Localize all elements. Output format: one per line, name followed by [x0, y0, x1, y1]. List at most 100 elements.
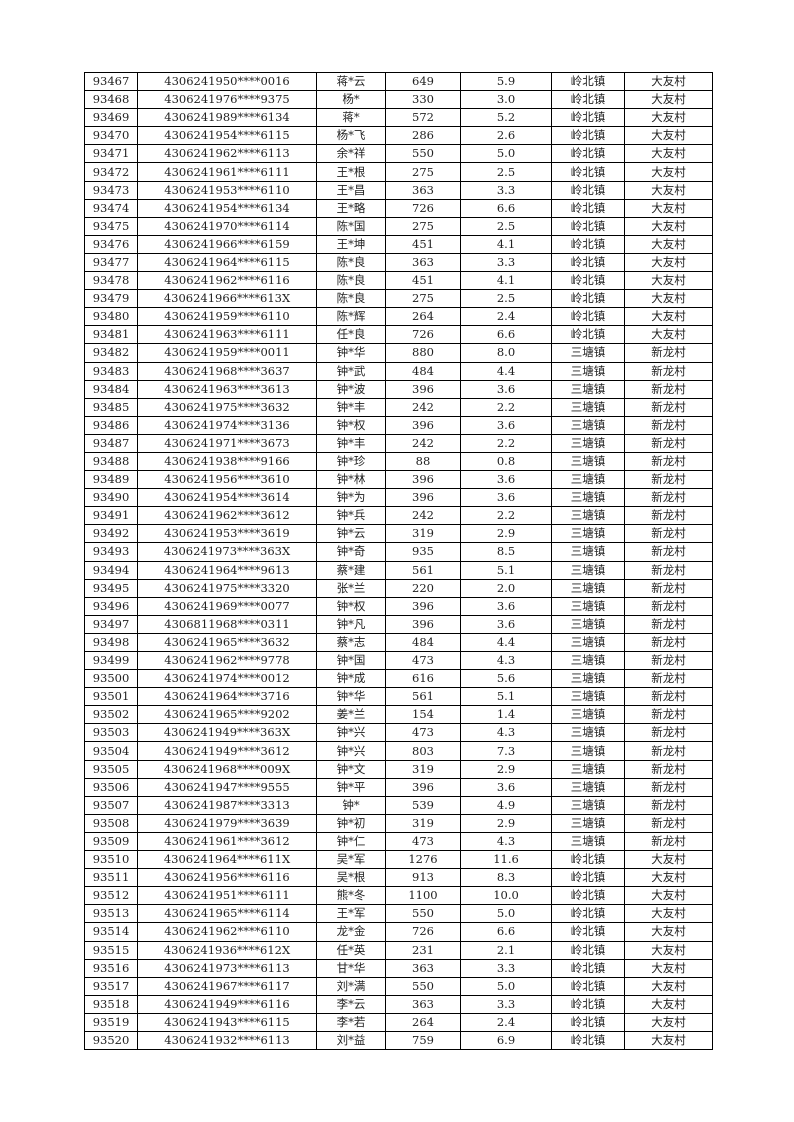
cell-village: 新龙村: [624, 433, 713, 453]
cell-village: 新龙村: [624, 542, 713, 562]
cell-id-number: 4306241969****0077: [137, 596, 317, 616]
cell-name: 吴*军: [316, 850, 386, 870]
cell-row-number: 93511: [84, 868, 138, 888]
cell-name: 蔡*志: [316, 632, 386, 653]
cell-town: 三塘镇: [551, 723, 625, 743]
cell-name: 陈*良: [316, 252, 386, 273]
cell-town: 三塘镇: [551, 705, 625, 725]
cell-area: 2.2: [460, 506, 552, 526]
cell-name: 陈*良: [316, 289, 386, 309]
cell-id-number: 4306241962****6116: [137, 271, 317, 291]
cell-village: 大友村: [624, 307, 713, 327]
cell-area: 2.4: [460, 307, 552, 327]
cell-area: 2.9: [460, 813, 552, 833]
table-row: 93519 4306241943****6115 李*若 264 2.4 岭北镇 大友村: [84, 1012, 713, 1032]
cell-row-number: 93484: [84, 379, 138, 399]
cell-id-number: 4306241963****6111: [137, 325, 317, 345]
cell-row-number: 93516: [84, 958, 138, 978]
cell-area: 5.0: [460, 904, 552, 924]
cell-row-number: 93520: [84, 1030, 138, 1051]
table-row: 93497 4306811968****0311 钟*凡 396 3.6 三塘镇 新龙村: [84, 614, 713, 634]
cell-id-number: 4306241966****613X: [137, 289, 317, 309]
cell-town: 三塘镇: [551, 669, 625, 689]
table-body: 93467 4306241950****0016 蒋*云 649 5.9 岭北镇 大友村 93…: [84, 71, 713, 1051]
cell-area: 1.4: [460, 705, 552, 725]
cell-name: 熊*冬: [316, 886, 386, 906]
cell-name: 钟*: [316, 795, 386, 815]
cell-id-number: 4306241961****3612: [137, 831, 317, 852]
cell-name: 钟*平: [316, 777, 386, 797]
cell-village: 大友村: [624, 868, 713, 888]
cell-town: 岭北镇: [551, 850, 625, 870]
table-row: 93468 4306241976****9375 杨* 330 3.0 岭北镇 大友村: [84, 90, 713, 110]
cell-village: 新龙村: [624, 705, 713, 725]
cell-area: 2.2: [460, 433, 552, 453]
cell-area: 6.6: [460, 922, 552, 942]
cell-area: 3.3: [460, 958, 552, 978]
cell-village: 大友村: [624, 108, 713, 128]
cell-town: 三塘镇: [551, 470, 625, 490]
cell-row-number: 93468: [84, 90, 138, 110]
table-row: 93510 4306241964****611X 吴*军 1276 11.6 岭北镇 大友村: [84, 850, 713, 870]
table-row: 93486 4306241974****3136 钟*权 396 3.6 三塘镇 新龙村: [84, 415, 713, 435]
cell-town: 岭北镇: [551, 994, 625, 1014]
table-row: 93518 4306241949****6116 李*云 363 3.3 岭北镇 大友村: [84, 994, 713, 1014]
cell-town: 三塘镇: [551, 542, 625, 562]
cell-amount: 330: [385, 90, 461, 110]
cell-amount: 319: [385, 524, 461, 544]
cell-row-number: 93474: [84, 198, 138, 218]
cell-village: 新龙村: [624, 741, 713, 761]
cell-village: 新龙村: [624, 560, 713, 580]
cell-id-number: 4306241964****9613: [137, 560, 317, 580]
cell-village: 大友村: [624, 922, 713, 942]
cell-town: 岭北镇: [551, 90, 625, 110]
table-row: 93499 4306241962****9778 钟*国 473 4.3 三塘镇 新龙村: [84, 650, 713, 671]
cell-town: 三塘镇: [551, 687, 625, 707]
cell-name: 李*云: [316, 994, 386, 1014]
cell-town: 三塘镇: [551, 614, 625, 634]
cell-name: 陈*辉: [316, 307, 386, 327]
cell-id-number: 4306241965****6114: [137, 904, 317, 924]
cell-amount: 550: [385, 144, 461, 164]
cell-row-number: 93471: [84, 144, 138, 164]
cell-amount: 396: [385, 488, 461, 508]
cell-row-number: 93469: [84, 108, 138, 128]
cell-id-number: 4306241938****9166: [137, 451, 317, 472]
table-row: 93482 4306241959****0011 钟*华 880 8.0 三塘镇 新龙村: [84, 343, 713, 363]
cell-area: 6.6: [460, 325, 552, 345]
cell-amount: 363: [385, 180, 461, 200]
cell-amount: 550: [385, 976, 461, 996]
cell-row-number: 93491: [84, 506, 138, 526]
cell-amount: 319: [385, 759, 461, 779]
cell-name: 王*军: [316, 904, 386, 924]
cell-town: 岭北镇: [551, 234, 625, 254]
cell-town: 岭北镇: [551, 1030, 625, 1051]
cell-row-number: 93476: [84, 234, 138, 254]
cell-town: 三塘镇: [551, 379, 625, 399]
cell-town: 三塘镇: [551, 524, 625, 544]
cell-name: 钟*国: [316, 650, 386, 671]
cell-name: 陈*国: [316, 216, 386, 236]
cell-id-number: 4306241974****3136: [137, 415, 317, 435]
cell-row-number: 93481: [84, 325, 138, 345]
cell-area: 8.5: [460, 542, 552, 562]
table-row: 93513 4306241965****6114 王*军 550 5.0 岭北镇 大友村: [84, 904, 713, 924]
cell-id-number: 4306241973****6113: [137, 958, 317, 978]
cell-row-number: 93486: [84, 415, 138, 435]
cell-village: 大友村: [624, 1030, 713, 1051]
cell-area: 6.6: [460, 198, 552, 218]
cell-id-number: 4306241953****3619: [137, 524, 317, 544]
cell-town: 三塘镇: [551, 650, 625, 671]
cell-area: 0.8: [460, 451, 552, 472]
cell-row-number: 93483: [84, 361, 138, 381]
cell-id-number: 4306241962****6113: [137, 144, 317, 164]
cell-amount: 275: [385, 162, 461, 182]
cell-town: 三塘镇: [551, 578, 625, 598]
cell-id-number: 4306241979****3639: [137, 813, 317, 833]
cell-name: 刘*满: [316, 976, 386, 996]
cell-village: 新龙村: [624, 759, 713, 779]
cell-name: 钟*兴: [316, 741, 386, 761]
cell-id-number: 4306241964****6115: [137, 252, 317, 273]
cell-id-number: 4306241954****6134: [137, 198, 317, 218]
cell-id-number: 4306241964****3716: [137, 687, 317, 707]
